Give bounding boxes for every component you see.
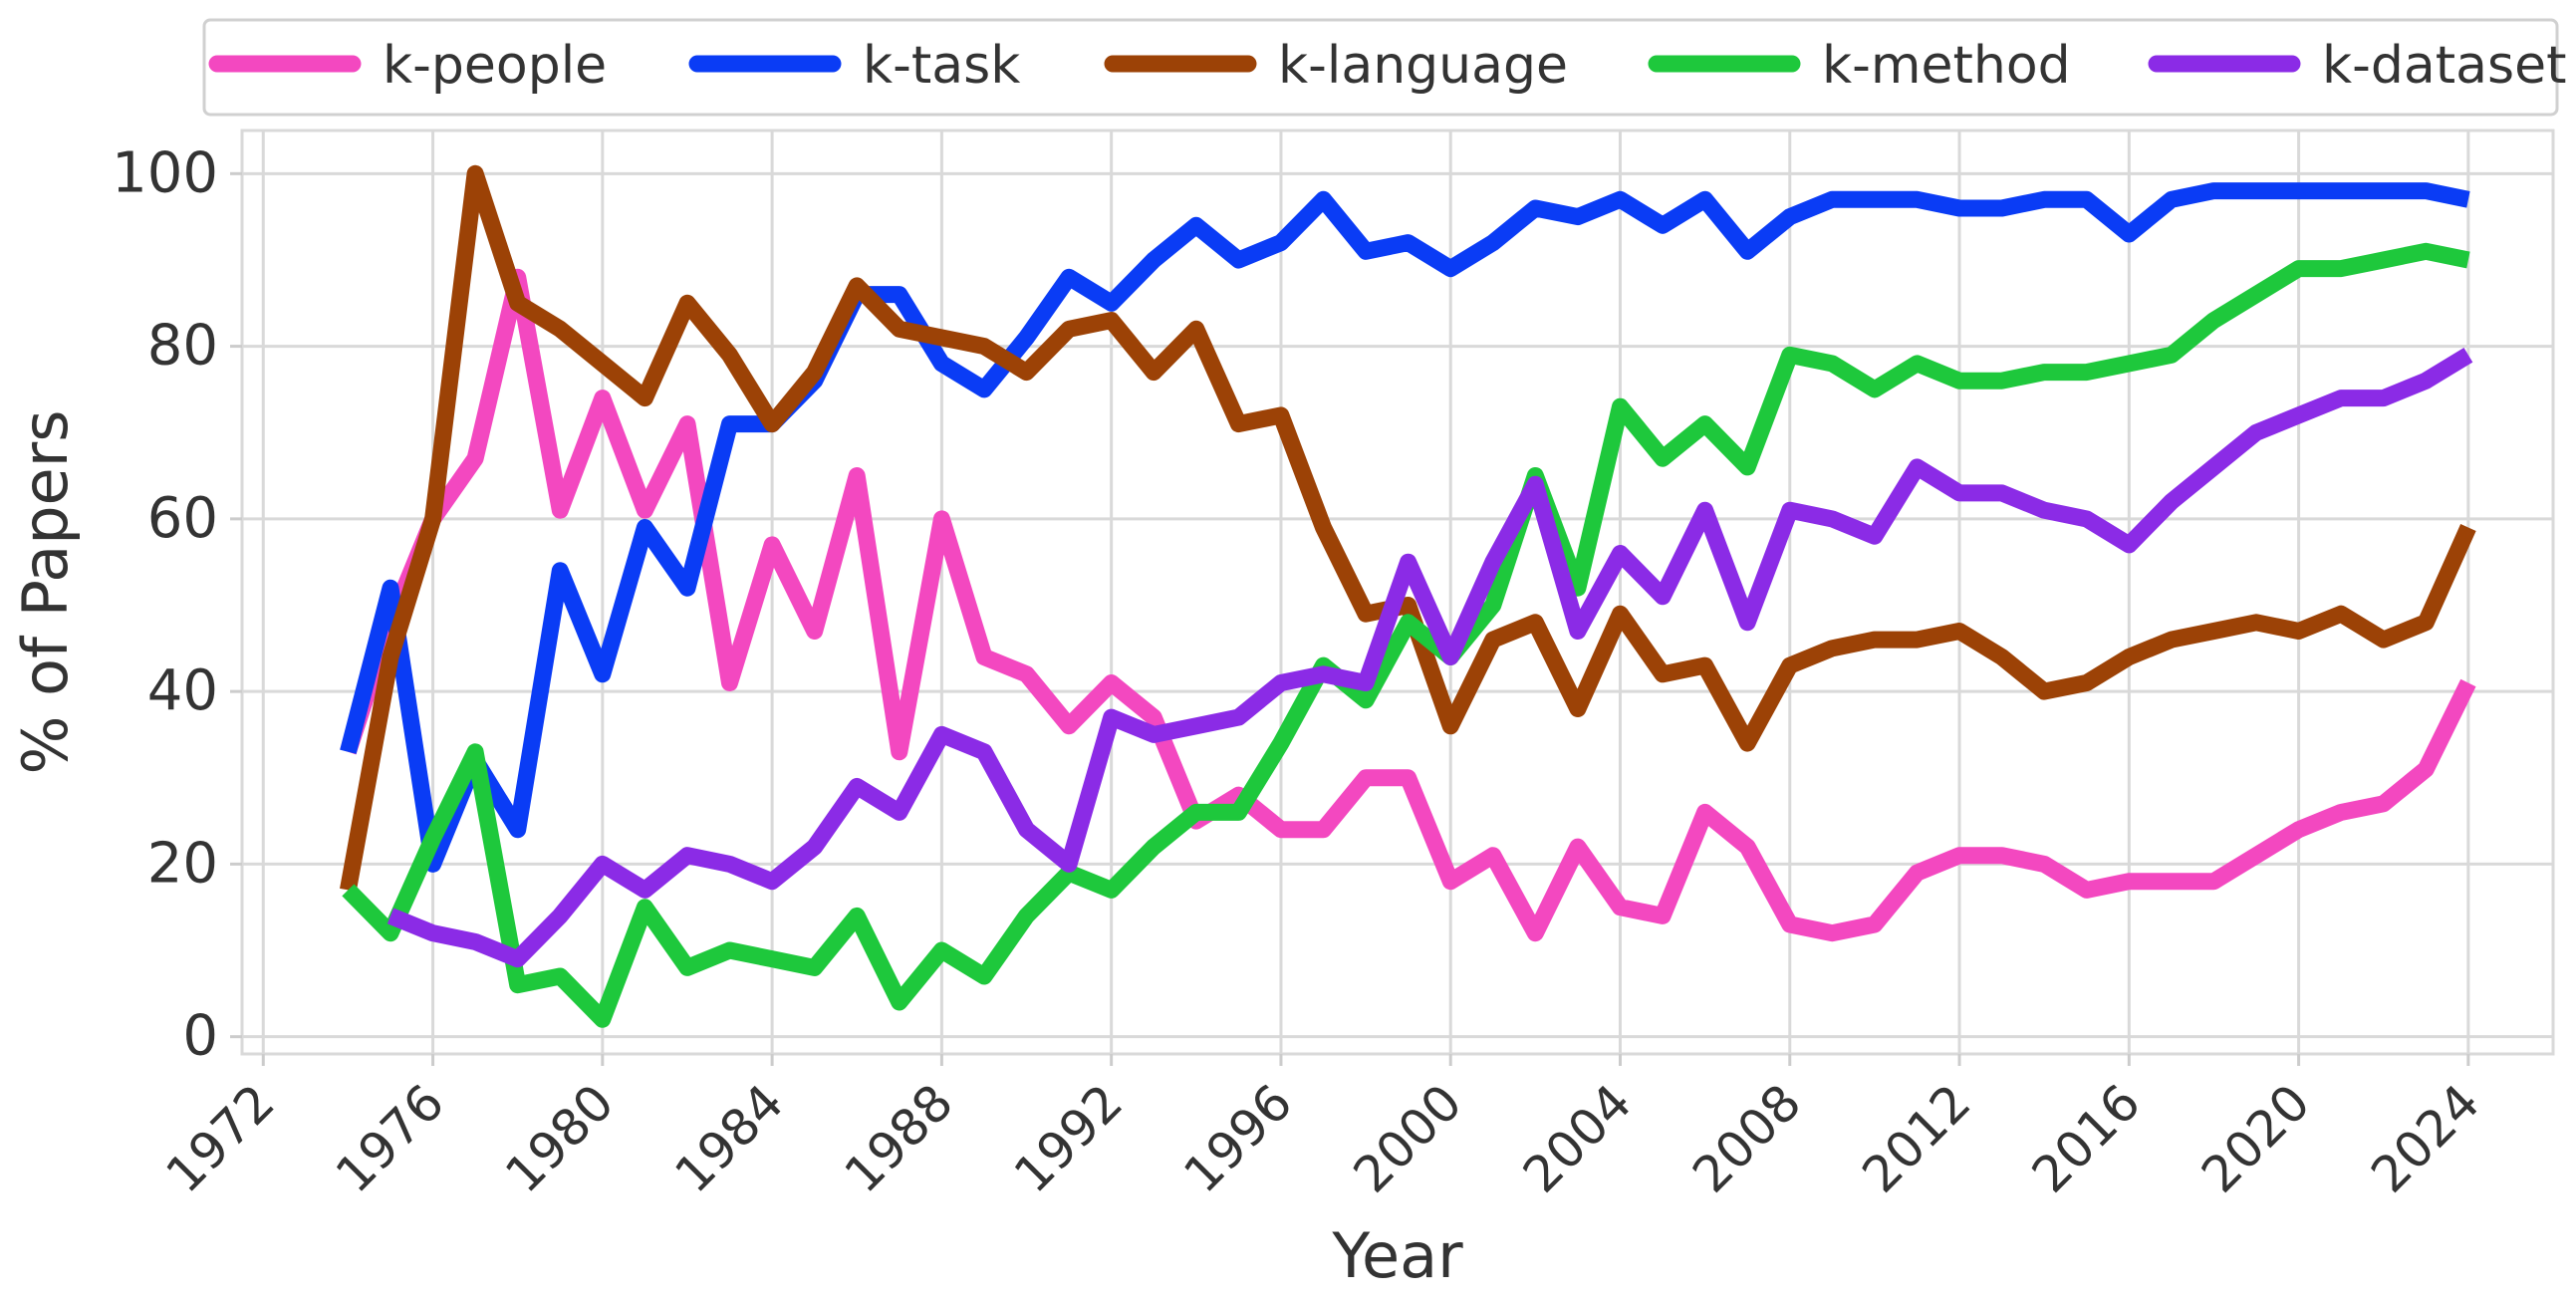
y-axis-ticks: 0 20 40 60 80 100 [112, 140, 242, 1069]
legend-label-k-method: k-method [1822, 36, 2071, 96]
grid-lines [242, 130, 2553, 1054]
y-tick-label: 80 [147, 314, 218, 379]
legend-label-k-people: k-people [383, 36, 607, 96]
y-tick-label: 60 [147, 486, 218, 551]
legend-label-k-task: k-task [863, 36, 1020, 96]
series-line-k-task [340, 182, 2470, 873]
legend-frame [202, 18, 2559, 117]
y-axis-title: % of Papers [9, 410, 82, 775]
legend: k-people k-task k-language k-method k-datase… [202, 18, 2566, 117]
plot-area [240, 129, 2555, 1056]
legend-label-k-dataset: k-dataset [2322, 36, 2566, 96]
y-tick-label: 100 [112, 140, 218, 205]
legend-label-k-language: k-language [1278, 36, 1568, 96]
series-lines [340, 164, 2476, 1028]
series-line-k-method [342, 242, 2470, 1028]
series-line-k-dataset [386, 348, 2473, 968]
series-line-k-language [340, 164, 2476, 892]
y-tick-label: 0 [182, 1004, 218, 1069]
y-tick-label: 20 [147, 831, 218, 896]
y-tick-label: 40 [147, 658, 218, 723]
x-axis-title: Year [1331, 1219, 1463, 1292]
